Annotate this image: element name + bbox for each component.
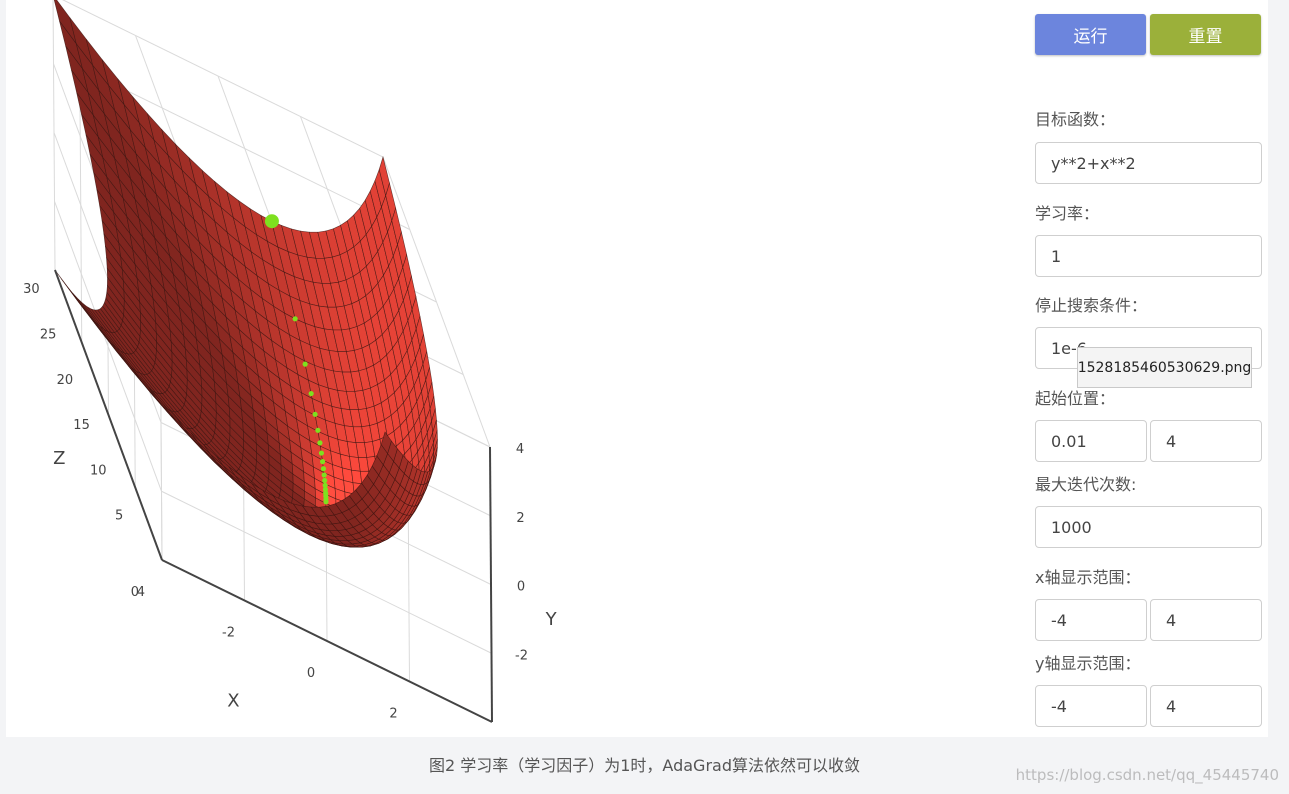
z-tick-label: 10: [90, 463, 107, 478]
watermark: https://blog.csdn.net/qq_45445740: [1015, 766, 1279, 784]
start-point-marker: [264, 214, 279, 229]
trajectory-point: [320, 466, 327, 472]
y-tick-label: 2: [516, 511, 524, 526]
trajectory-point: [308, 390, 314, 397]
trajectory-point: [315, 427, 321, 433]
x-range-min-input[interactable]: -4: [1035, 599, 1147, 641]
y-tick-label: 0: [517, 580, 525, 595]
reset-button[interactable]: 重置: [1150, 14, 1261, 55]
trajectory-point: [322, 482, 328, 488]
start-position-label: 起始位置：: [1035, 389, 1116, 408]
z-tick-label: 25: [40, 327, 57, 342]
trajectory-point: [312, 411, 318, 417]
grid-line: [79, 67, 410, 230]
x-tick-label: 2: [389, 707, 397, 722]
stop-condition-label: 停止搜索条件：: [1035, 296, 1148, 315]
z-tick-label: 30: [23, 282, 40, 297]
y-range-min-input[interactable]: -4: [1035, 685, 1147, 727]
z-axis-line: [54, 269, 163, 561]
trajectory-point: [292, 316, 298, 322]
grid-line: [79, 67, 83, 343]
z-tick-label: 0: [131, 585, 139, 600]
y-axis-line: [489, 446, 493, 723]
x-range-label: x轴显示范围：: [1035, 568, 1141, 587]
x-axis-line: [161, 559, 493, 723]
trajectory-point: [317, 440, 323, 446]
y-range-label: y轴显示范围：: [1035, 654, 1141, 673]
surface-mesh: [53, 0, 438, 548]
trajectory-point: [318, 450, 325, 456]
z-tick-label: 4: [137, 585, 145, 600]
z-tick-label: 20: [57, 373, 74, 388]
y-axis-title: Y: [545, 609, 558, 630]
z-tick-label: 5: [115, 509, 123, 524]
trajectory-point: [302, 361, 308, 367]
x-tick-label: 0: [307, 666, 315, 681]
learning-rate-input[interactable]: 1: [1035, 235, 1262, 277]
x-range-max-input[interactable]: 4: [1150, 599, 1262, 641]
x-tick-label: -2: [222, 626, 235, 641]
start-x-input[interactable]: 0.01: [1035, 420, 1147, 462]
trajectory-point: [322, 477, 328, 484]
grid-line: [62, 0, 384, 158]
image-filename-tooltip: 1528185460530629.png: [1077, 347, 1252, 388]
learning-rate-label: 学习率：: [1035, 204, 1100, 223]
surface-patch: [380, 431, 392, 455]
objective-input[interactable]: y**2+x**2: [1035, 142, 1262, 184]
y-tick-label: -2: [515, 648, 528, 663]
x-axis-title: X: [227, 691, 239, 712]
figure-caption: 图2 学习率（学习因子）为1时，AdaGrad算法依然可以收敛: [428, 756, 860, 775]
run-button[interactable]: 运行: [1035, 14, 1146, 55]
y-range-max-input[interactable]: 4: [1150, 685, 1262, 727]
objective-label: 目标函数：: [1035, 110, 1116, 129]
z-axis-title: Z: [53, 448, 65, 469]
trajectory-point: [323, 499, 329, 505]
trajectory: [264, 214, 329, 505]
trajectory-point: [320, 459, 326, 465]
max-iterations-label: 最大迭代次数:: [1035, 475, 1137, 494]
y-tick-label: 4: [516, 442, 524, 457]
trajectory-point: [321, 472, 327, 478]
grid-line: [52, 0, 56, 271]
start-y-input[interactable]: 4: [1150, 420, 1262, 462]
z-tick-label: 15: [73, 418, 90, 433]
max-iterations-input[interactable]: 1000: [1035, 506, 1262, 548]
